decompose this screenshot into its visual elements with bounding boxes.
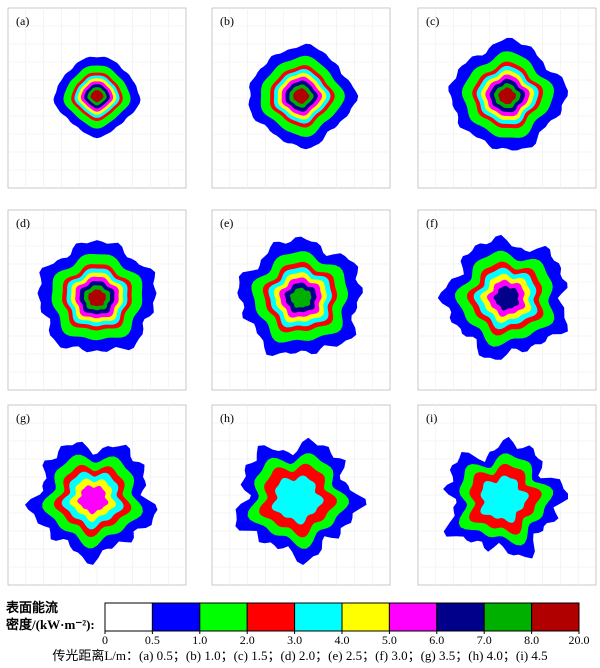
contour-band xyxy=(90,90,104,103)
contour-band xyxy=(290,287,312,308)
colorbar-swatch xyxy=(388,602,438,632)
colorbar-title: 密度/(kW·m⁻²): xyxy=(5,617,95,632)
colorbar-title: 表面能流 xyxy=(5,600,58,615)
panel-label: (g) xyxy=(16,411,30,425)
contour-band xyxy=(77,485,109,515)
colorbar-swatch xyxy=(199,602,248,632)
colorbar-swatch xyxy=(341,602,390,632)
colorbar-tick-label: 0 xyxy=(102,633,108,647)
colorbar-tick-label: 7.0 xyxy=(477,633,492,647)
panel-label: (f) xyxy=(426,216,438,230)
colorbar-tick-label: 6.0 xyxy=(429,633,444,647)
colorbar-tick-label: 0.5 xyxy=(145,633,160,647)
colorbar-tick-label: 1.0 xyxy=(192,633,207,647)
panel-label: (a) xyxy=(16,14,29,28)
colorbar-swatch xyxy=(104,602,153,632)
panel-label: (e) xyxy=(220,216,233,230)
contour-band xyxy=(271,475,324,525)
colorbar-tick-label: 2.0 xyxy=(240,633,255,647)
panel-label: (i) xyxy=(426,411,437,425)
contour-band xyxy=(88,289,106,307)
colorbar-swatch xyxy=(151,602,201,632)
colorbar-tick-label: 3.0 xyxy=(287,633,302,647)
caption: 传光距离L/m：(a) 0.5；(b) 1.0；(c) 1.5；(d) 2.0；… xyxy=(52,648,547,664)
colorbar-tick-label: 20.0 xyxy=(569,633,590,647)
panel-label: (c) xyxy=(426,14,439,28)
colorbar-swatch xyxy=(436,602,485,632)
contour-band xyxy=(498,87,516,104)
contour-band xyxy=(293,88,310,104)
colorbar-tick-label: 8.0 xyxy=(524,633,539,647)
colorbar-tick-label: 4.0 xyxy=(335,633,350,647)
contour-band xyxy=(493,285,520,311)
colorbar-swatch xyxy=(531,602,580,632)
colorbar-swatch xyxy=(294,602,343,632)
colorbar-swatch xyxy=(483,602,533,632)
panel-label: (b) xyxy=(220,14,234,28)
panel-label: (h) xyxy=(220,411,234,425)
colorbar-swatch xyxy=(246,602,296,632)
panel-label: (d) xyxy=(16,216,30,230)
colorbar-tick-label: 5.0 xyxy=(382,633,397,647)
contour-band xyxy=(480,475,529,523)
